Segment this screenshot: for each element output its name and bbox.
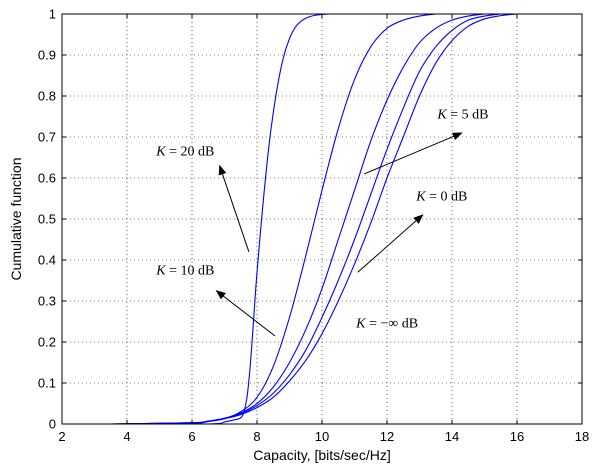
x-tick-label: 18 (575, 429, 589, 444)
grid-lines (62, 14, 582, 424)
annotation-arrow-3 (357, 214, 424, 273)
annotations: K = 20 dB K = 5 dB K = 0 dB K = 10 dB K = −∞… (155, 108, 488, 337)
y-tick-label: 0.2 (38, 335, 56, 350)
series-line-5 (110, 13, 518, 425)
x-tick-label: 16 (510, 429, 524, 444)
y-tick-label: 0.4 (38, 253, 56, 268)
annotation-label-5: K = −∞ dB (355, 317, 418, 332)
annotation-arrow-4 (215, 290, 276, 337)
x-tick-label: 6 (188, 429, 195, 444)
x-tick-label: 2 (58, 429, 65, 444)
x-tick-label: 12 (380, 429, 394, 444)
y-tick-label: 1 (49, 7, 56, 22)
annotation-label-2: K = 5 dB (436, 108, 488, 123)
series-group (110, 13, 518, 425)
x-tick-label: 10 (315, 429, 329, 444)
x-axis-label: Capacity, [bits/sec/Hz] (253, 447, 390, 463)
x-tick-label: 4 (123, 429, 130, 444)
y-tick-label: 0.7 (38, 130, 56, 145)
y-tick-label: 0.5 (38, 212, 56, 227)
x-tick-label: 8 (253, 429, 260, 444)
y-tick-label: 0.3 (38, 294, 56, 309)
y-tick-label: 0 (49, 417, 56, 432)
y-tick-label: 0.6 (38, 171, 56, 186)
annotation-arrow-2 (364, 132, 463, 175)
annotation-arrow-1 (218, 164, 250, 252)
annotation-label-3: K = 0 dB (415, 190, 467, 205)
y-axis-label: Cumulative function (8, 158, 24, 281)
annotation-label-4: K = 10 dB (155, 263, 214, 278)
y-tick-label: 0.9 (38, 48, 56, 63)
y-tick-label: 0.1 (38, 376, 56, 391)
y-tick-label: 0.8 (38, 89, 56, 104)
annotation-label-1: K = 20 dB (155, 144, 214, 159)
axis-ticks: 2 4 6 8 10 12 14 16 18 0 0.1 0.2 0.3 0.4 0.5 0.6 0.7 0.8 0… (38, 7, 589, 445)
series-line-1 (110, 13, 329, 425)
x-tick-label: 14 (445, 429, 459, 444)
